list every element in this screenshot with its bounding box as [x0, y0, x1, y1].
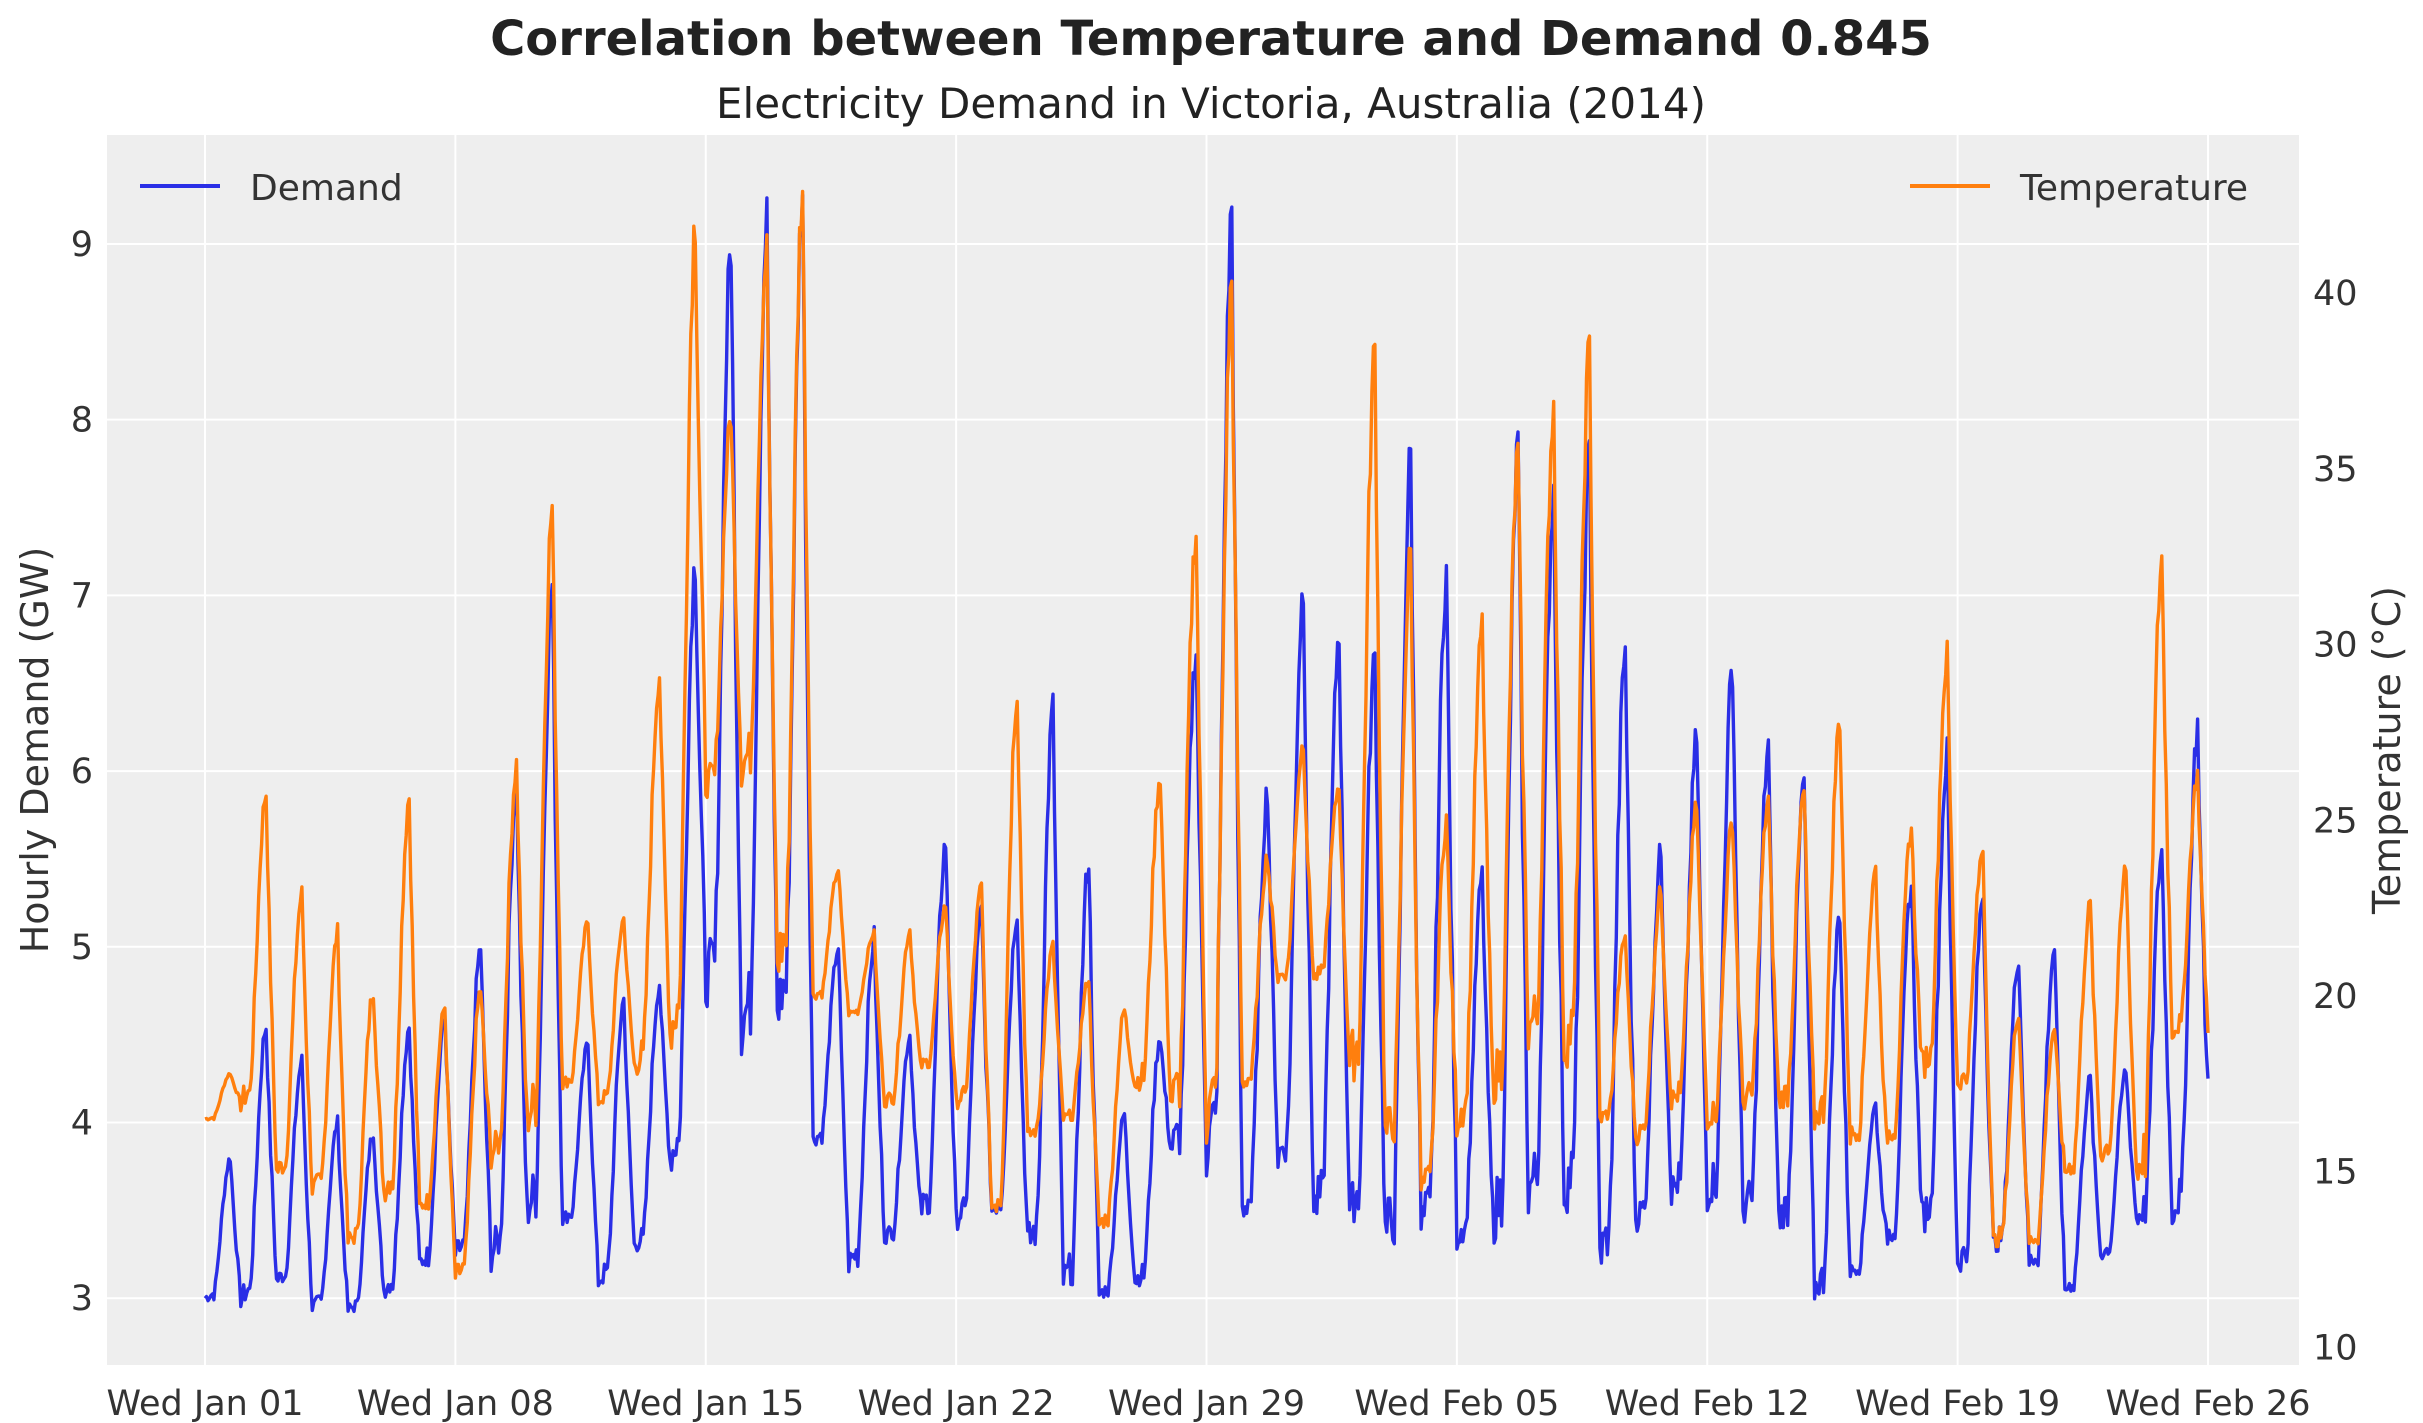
x-tick-label-6: Wed Feb 12 [1605, 1384, 1810, 1423]
x-tick-label-5: Wed Feb 05 [1354, 1384, 1559, 1423]
y2-tick-label-4: 30 [2313, 626, 2358, 666]
y2-tick-label-5: 35 [2313, 450, 2358, 490]
series-layer [203, 189, 2210, 1314]
y-tick-label-6: 9 [71, 225, 93, 265]
x-tick-label-1: Wed Jan 08 [357, 1384, 554, 1423]
x-tick-label-8: Wed Feb 26 [2105, 1384, 2310, 1423]
series-temperature-line [204, 189, 2210, 1280]
y-tick-label-3: 6 [71, 752, 93, 792]
y-axis-label-right: Temperature (°C) [2365, 586, 2409, 915]
legend-temperature: Temperature [1910, 168, 2248, 209]
legend-demand-label: Demand [250, 168, 403, 209]
x-tick-label-2: Wed Jan 15 [607, 1384, 804, 1423]
y2-tick-label-0: 10 [2313, 1328, 2358, 1368]
x-tick-label-4: Wed Jan 29 [1108, 1384, 1305, 1423]
series-demand-line [203, 193, 2210, 1314]
y-tick-label-0: 3 [71, 1279, 93, 1319]
legend-demand: Demand [140, 168, 403, 209]
chart-subtitle: Electricity Demand in Victoria, Australi… [716, 79, 1706, 128]
x-tick-label-3: Wed Jan 22 [858, 1384, 1055, 1423]
y2-tick-label-6: 40 [2313, 274, 2358, 314]
x-tick-label-7: Wed Feb 19 [1855, 1384, 2060, 1423]
y-tick-label-1: 4 [71, 1104, 93, 1144]
y-tick-label-2: 5 [71, 928, 93, 968]
y-axis-label-left: Hourly Demand (GW) [13, 547, 57, 954]
y2-tick-label-1: 15 [2313, 1153, 2358, 1193]
axes: Wed Jan 01 Wed Jan 08 Wed Jan 15 Wed Jan 22… [71, 225, 2358, 1423]
x-tick-label-0: Wed Jan 01 [106, 1384, 303, 1423]
y-tick-label-4: 7 [71, 576, 93, 616]
y2-tick-label-2: 20 [2313, 977, 2358, 1017]
y-tick-label-5: 8 [71, 401, 93, 441]
y2-tick-label-3: 25 [2313, 801, 2358, 841]
legend-temperature-label: Temperature [2019, 168, 2248, 209]
chart-title: Correlation between Temperature and Dema… [490, 11, 1932, 67]
